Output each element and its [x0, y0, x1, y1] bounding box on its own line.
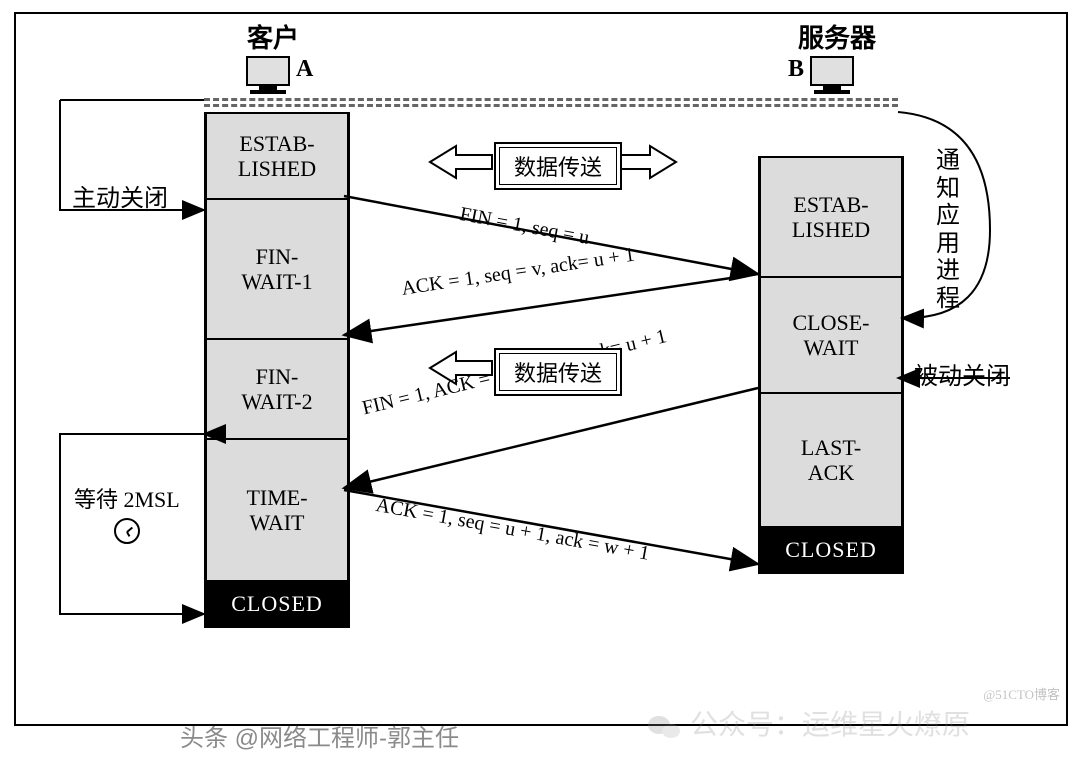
server-letter: B: [788, 56, 804, 83]
state-label: ACK: [808, 460, 854, 485]
state-label: ESTAB-: [239, 131, 314, 156]
vtext-char: 用: [936, 231, 960, 257]
state-label: FIN-: [256, 244, 299, 269]
state-s-lastack: LAST- ACK: [761, 394, 901, 528]
client-state-column: ESTAB- LISHED FIN- WAIT-1 FIN- WAIT-2 TI…: [204, 112, 350, 628]
state-label: ESTAB-: [793, 192, 868, 217]
diagram-canvas: 客户 服务器 A B ESTAB- LISHED FIN- WAIT-1 FIN…: [0, 0, 1080, 761]
data-transfer-box-mid: 数据传送: [494, 348, 622, 396]
watermark-top-right: @51CTO博客: [983, 684, 1060, 703]
state-label: CLOSED: [231, 591, 323, 616]
vtext-char: 应: [936, 203, 960, 229]
msg-label-m4: ACK = 1, seq = u + 1, ack = w + 1: [374, 494, 651, 566]
watermark-bottom-author: 头条 @网络工程师-郭主任: [180, 718, 459, 753]
client-letter: A: [296, 56, 313, 83]
clock-icon: [114, 518, 140, 544]
state-label: WAIT-2: [241, 389, 312, 414]
state-label: FIN-: [256, 364, 299, 389]
server-state-column: ESTAB- LISHED CLOSE- WAIT LAST- ACK CLOS…: [758, 156, 904, 574]
annotation-notify-process: 通 知 应 用 进 程: [934, 148, 962, 314]
client-title: 客户: [238, 18, 308, 55]
state-label: WAIT: [804, 335, 859, 360]
state-label: CLOSE-: [793, 310, 870, 335]
state-s-closed: CLOSED: [761, 528, 901, 574]
annotation-active-close: 主动关闭: [72, 178, 168, 213]
wait-2msl-text: 等待 2MSL: [74, 487, 180, 512]
state-c-finwait2: FIN- WAIT-2: [207, 340, 347, 440]
vtext-char: 知: [936, 176, 960, 202]
watermark-text: 公众号：运维星火燎原: [690, 710, 970, 741]
msg-label-m1: FIN = 1, seq = u: [458, 203, 591, 250]
state-label: TIME-: [246, 485, 307, 510]
vtext-char: 程: [936, 286, 960, 312]
state-label: LISHED: [792, 217, 870, 242]
state-label: WAIT: [250, 510, 305, 535]
vtext-char: 通: [936, 148, 960, 174]
server-title: 服务器: [792, 18, 882, 55]
dashed-separator-2: [204, 104, 898, 107]
state-label: WAIT-1: [241, 269, 312, 294]
watermark-bottom-right: 公众号：运维星火燎原: [648, 703, 970, 743]
state-c-estab: ESTAB- LISHED: [207, 112, 347, 200]
annotation-passive-close: 被动关闭: [914, 356, 1010, 391]
state-s-closewait: CLOSE- WAIT: [761, 278, 901, 394]
state-s-estab: ESTAB- LISHED: [761, 156, 901, 278]
state-label: LAST-: [801, 435, 861, 460]
state-c-finwait1: FIN- WAIT-1: [207, 200, 347, 340]
data-transfer-label: 数据传送: [499, 147, 617, 185]
data-transfer-label: 数据传送: [499, 353, 617, 391]
state-label: LISHED: [238, 156, 316, 181]
dashed-separator-1: [204, 98, 898, 101]
vtext-char: 进: [936, 258, 960, 284]
state-c-closed: CLOSED: [207, 582, 347, 628]
client-computer-icon: [246, 56, 290, 94]
msg-label-m2: ACK = 1, seq = v, ack= u + 1: [400, 244, 636, 301]
annotation-wait-2msl: 等待 2MSL: [74, 486, 180, 544]
wechat-icon: [648, 714, 682, 742]
state-c-timewait: TIME- WAIT: [207, 440, 347, 582]
server-computer-icon: [810, 56, 854, 94]
data-transfer-box-top: 数据传送: [494, 142, 622, 190]
state-label: CLOSED: [785, 537, 877, 562]
